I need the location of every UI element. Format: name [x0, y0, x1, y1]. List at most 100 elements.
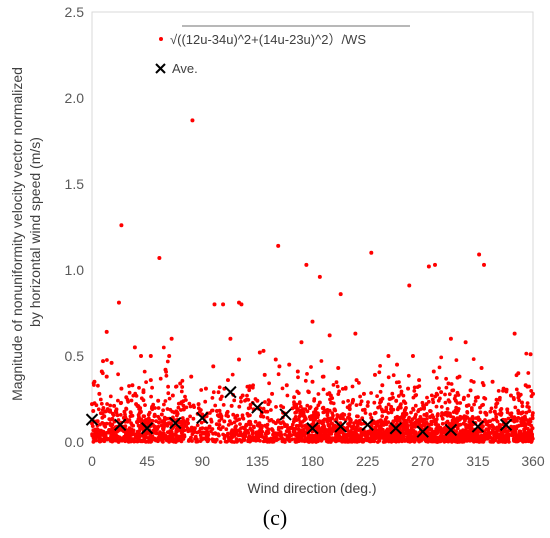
average-marker [224, 385, 237, 399]
dense-data-point [97, 436, 102, 441]
dense-data-point [429, 393, 434, 398]
dense-data-point [91, 428, 96, 433]
data-point [277, 364, 282, 369]
data-point [463, 340, 468, 345]
data-point [490, 379, 495, 384]
data-point [169, 336, 174, 341]
average-marker [251, 401, 264, 414]
dense-data-point [399, 402, 403, 407]
dense-data-point [503, 440, 508, 444]
dense-data-point [279, 404, 283, 408]
dense-data-point [108, 394, 113, 399]
dense-data-point [174, 384, 178, 389]
dense-data-point [464, 429, 469, 433]
data-point [424, 402, 429, 407]
data-point [338, 292, 343, 297]
x-axis-title: Wind direction (deg.) [247, 480, 376, 496]
dense-data-point [524, 351, 529, 356]
data-point [516, 371, 521, 376]
data-point [365, 403, 370, 408]
data-point [207, 424, 212, 429]
dense-data-point [527, 435, 531, 440]
dense-data-point [490, 427, 495, 432]
data-point [221, 302, 226, 307]
dense-data-point [386, 402, 391, 407]
dense-data-point [110, 411, 115, 416]
dense-data-point [355, 424, 360, 428]
dense-data-point [164, 373, 169, 378]
dense-data-point [139, 417, 144, 422]
dense-data-point [429, 434, 433, 438]
data-point [332, 407, 337, 412]
dense-data-point [180, 385, 185, 389]
dense-data-point [280, 386, 285, 391]
dense-data-point [200, 436, 205, 441]
data-point [156, 398, 161, 403]
dense-data-point [329, 432, 334, 436]
dense-data-point [412, 385, 417, 390]
dense-data-point [298, 437, 303, 441]
data-point [90, 402, 94, 407]
dense-data-point [255, 423, 260, 428]
dense-data-point [97, 439, 102, 444]
dense-data-point [260, 429, 265, 434]
dense-data-point [470, 408, 474, 412]
dense-data-point [345, 425, 350, 430]
dense-data-point [229, 421, 234, 426]
data-point [148, 378, 153, 383]
data-point [475, 395, 480, 400]
data-point [310, 319, 315, 324]
data-point [273, 421, 278, 426]
dense-data-point [368, 439, 373, 444]
data-point [255, 398, 260, 403]
x-tick-label: 45 [139, 453, 155, 469]
data-point [167, 421, 172, 426]
dense-data-point [389, 436, 393, 441]
dense-data-point [149, 394, 154, 399]
dense-data-point [179, 389, 184, 394]
dense-data-point [366, 400, 370, 405]
data-point [343, 386, 348, 391]
dense-data-point [524, 410, 529, 415]
dense-data-point [434, 376, 439, 380]
dense-data-point [321, 436, 326, 441]
dense-data-point [265, 409, 270, 414]
dense-data-point [417, 438, 422, 443]
y-tick-label: 0.0 [65, 434, 85, 450]
dense-data-point [311, 416, 316, 421]
dense-data-point [417, 408, 421, 412]
dense-data-point [311, 420, 316, 425]
dense-data-point [440, 421, 445, 426]
dense-data-point [468, 417, 472, 422]
dense-data-point [498, 408, 503, 413]
dense-data-point [263, 400, 267, 404]
dense-data-point [321, 387, 326, 392]
dense-data-point [335, 413, 340, 417]
dense-data-point [210, 437, 215, 442]
dense-data-point [158, 430, 162, 435]
data-point [527, 409, 532, 414]
dense-data-point [330, 436, 334, 440]
dense-data-point [126, 439, 131, 444]
dense-data-point [226, 423, 231, 427]
dense-data-point [346, 405, 351, 410]
dense-data-point [526, 439, 531, 444]
data-point [97, 391, 102, 396]
data-point [426, 264, 431, 269]
dense-data-point [199, 388, 204, 392]
dense-data-point [342, 433, 347, 437]
dense-data-point [355, 414, 359, 419]
average-marker [140, 422, 154, 435]
dense-data-point [149, 438, 154, 442]
average-marker [85, 413, 99, 426]
data-point [406, 386, 411, 391]
dense-data-point [225, 434, 230, 438]
dense-data-point [521, 439, 525, 444]
data-point [192, 426, 197, 431]
data-point [214, 409, 219, 414]
dense-data-point [435, 436, 439, 441]
dense-data-point [526, 422, 531, 426]
dense-data-point [275, 437, 279, 442]
dense-data-point [515, 419, 519, 423]
dense-data-point [394, 435, 398, 440]
